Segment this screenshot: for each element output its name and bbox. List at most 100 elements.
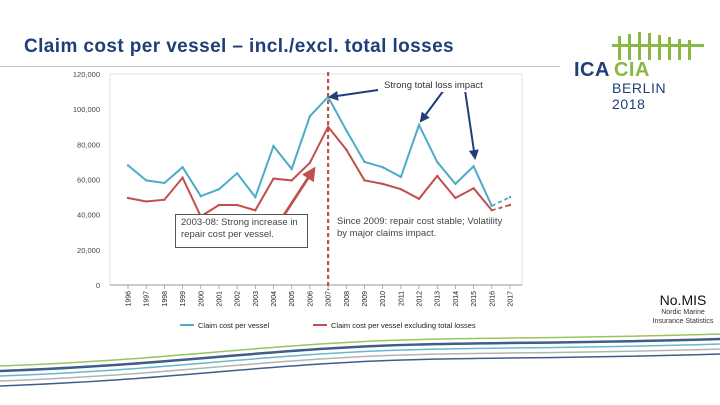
x-tick-label: 2001 (216, 291, 223, 307)
data-point-s2-1998 (163, 198, 166, 201)
chart-axes (109, 73, 523, 286)
logo-ica: ICA (574, 59, 610, 81)
x-tick-label: 2003 (253, 291, 260, 307)
data-point-s1-1996 (126, 164, 130, 167)
x-tick-label: 2000 (198, 291, 205, 307)
wave-line (0, 343, 720, 377)
conference-logo: ICA CIA BERLIN 2018 (574, 30, 704, 112)
y-tick-label: 120,000 (73, 70, 100, 79)
series-line-projected-1 (491, 196, 511, 207)
data-point-s2-2007 (326, 125, 330, 128)
data-point-s2-1996 (126, 196, 130, 200)
data-point-s1-1999 (181, 165, 184, 169)
x-tick-label: 2011 (398, 291, 405, 306)
note-repair-increase: 2003-08: Strong increase in repair cost … (175, 214, 308, 248)
data-point-s1-2015 (472, 165, 475, 168)
data-point-s2-2009 (363, 179, 366, 182)
data-point-s2-2015 (472, 187, 475, 190)
data-point-s2-2011 (399, 187, 403, 191)
logo-cia: CIA (613, 59, 650, 81)
x-tick-label: 2014 (453, 291, 460, 307)
y-tick-label: 80,000 (77, 140, 100, 149)
data-point-s1-2001 (217, 187, 221, 191)
note-repair-stable: Since 2009: repair cost stable; Volatili… (332, 214, 509, 248)
x-tick-label: 2010 (380, 291, 387, 307)
data-point-s2-2005 (290, 179, 293, 182)
title-divider (0, 66, 560, 67)
wave-line (0, 333, 720, 367)
data-point-s2-2004 (272, 177, 275, 180)
data-point-s2-2002 (235, 203, 239, 207)
data-point-s1-2003 (254, 195, 257, 199)
logo-city: BERLIN 2018 (612, 80, 667, 112)
series-line-projected-2 (491, 204, 511, 212)
x-tick-label: 2005 (289, 291, 296, 307)
data-point-s1-2004 (272, 144, 275, 148)
data-point-s2-2006 (308, 161, 312, 164)
nomis-branding: No.MIS Nordic Marine Insurance Statistic… (648, 292, 718, 326)
data-point-s2-1997 (144, 200, 148, 203)
total-loss-annotation: Strong total loss impact (381, 79, 486, 92)
x-tick-label: 2008 (344, 291, 351, 307)
data-point-s2-2003 (254, 209, 257, 212)
arrow-increase (282, 166, 316, 216)
data-point-s2-2012 (417, 197, 421, 201)
arrow-2012 (419, 89, 445, 123)
chart-annotations (282, 72, 479, 290)
data-point-s2-2016 (490, 209, 494, 212)
data-point-s1-2008 (345, 129, 348, 132)
series-line-2 (127, 124, 493, 218)
series-line-1 (127, 95, 493, 207)
gate-icon (612, 32, 704, 60)
x-tick-label: 1999 (180, 291, 187, 307)
x-tick-label: 2012 (417, 291, 424, 307)
data-point-s1-2010 (381, 165, 384, 169)
y-tick-label: 0 (96, 281, 100, 290)
data-point-s1-2017 (508, 195, 512, 199)
arrow-2007 (328, 89, 379, 101)
x-tick-label: 2015 (471, 291, 478, 307)
x-tick-label: 2009 (362, 291, 369, 307)
data-point-s1-2000 (199, 195, 202, 198)
data-point-s2-2017 (508, 203, 512, 207)
data-point-s1-1997 (144, 179, 148, 182)
y-tick-label: 60,000 (77, 176, 100, 185)
y-tick-label: 20,000 (77, 246, 100, 255)
data-point-s1-2002 (235, 172, 239, 175)
data-point-s1-2006 (308, 115, 312, 118)
decorative-waves (0, 333, 720, 387)
chart-legend: Claim cost per vessel Claim cost per vess… (180, 321, 476, 330)
data-point-s1-2014 (454, 182, 457, 186)
x-tick-label: 2017 (508, 291, 515, 307)
y-tick-label: 40,000 (77, 211, 100, 220)
nomis-subtitle-1: Nordic Marine (661, 309, 705, 316)
x-tick-label: 2007 (326, 291, 333, 307)
x-tick-label: 1998 (162, 291, 169, 307)
nomis-name: No.MIS (659, 292, 707, 308)
x-tick-label: 2002 (235, 291, 242, 307)
nomis-subtitle-2: Insurance Statistics (652, 318, 714, 325)
x-tick-label: 2016 (489, 291, 496, 307)
legend-label-2: Claim cost per vessel excluding total lo… (331, 321, 476, 330)
page-title: Claim cost per vessel – incl./excl. tota… (24, 36, 455, 57)
x-tick-label: 2006 (307, 291, 314, 307)
arrow-2015 (464, 89, 479, 160)
y-tick-label: 100,000 (73, 105, 100, 114)
data-point-s2-2013 (436, 174, 439, 178)
data-point-s1-2013 (436, 160, 439, 164)
chart-series (126, 95, 512, 218)
logo-wordmark: ICA CIA (574, 59, 650, 82)
data-point-s2-2014 (454, 196, 457, 200)
data-point-s2-1999 (181, 176, 184, 179)
wave-line (0, 353, 720, 387)
x-tick-label: 1996 (126, 291, 133, 307)
x-tick-label: 2013 (435, 291, 442, 307)
data-point-s1-2012 (417, 123, 421, 127)
wave-line (0, 337, 720, 373)
data-point-s2-2010 (381, 182, 384, 186)
y-axis-labels: 0 20,000 40,000 60,000 80,000 100,000 120,000 (73, 70, 100, 290)
legend-label-1: Claim cost per vessel (198, 321, 270, 330)
data-point-s2-2008 (345, 148, 348, 151)
x-tick-label: 1997 (144, 291, 151, 307)
